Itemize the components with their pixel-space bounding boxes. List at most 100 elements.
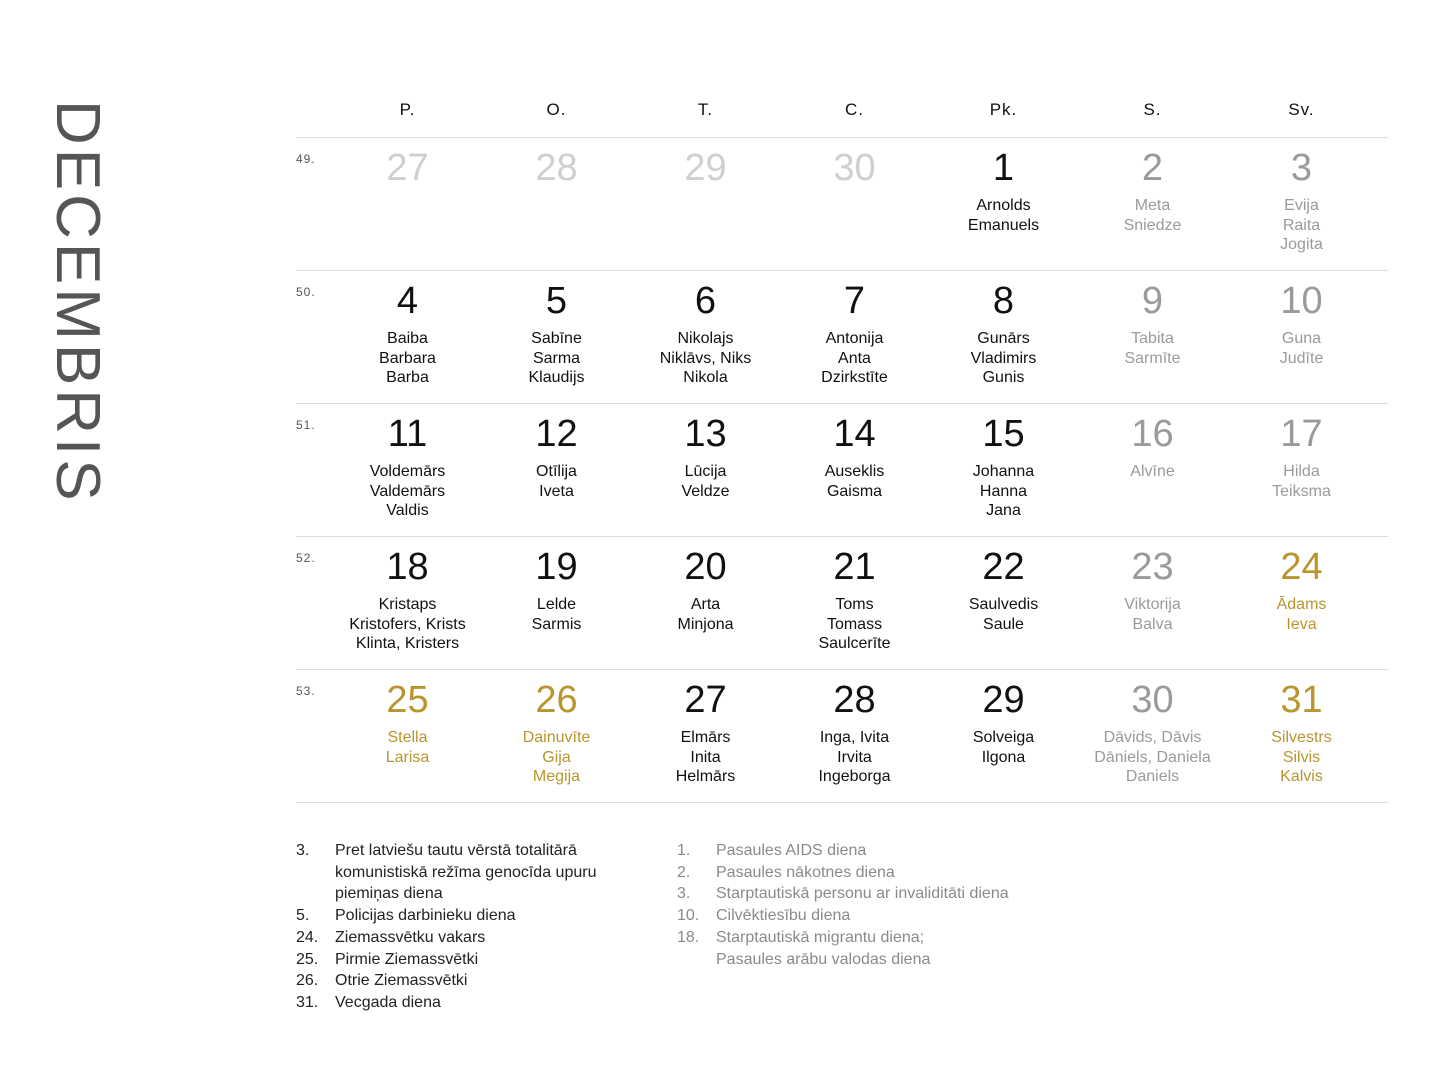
day-number: 31 (1280, 679, 1323, 721)
day-number: 4 (396, 280, 419, 322)
note-text: Pirmie Ziemassvētki (335, 950, 479, 968)
weekday-label: S. (1143, 100, 1162, 119)
name-day: Kalvis (1280, 768, 1323, 785)
name-day: Toms (835, 596, 874, 613)
note-item: 3. Starptautiskā personu ar invaliditāti … (677, 883, 1009, 905)
name-day: Gaisma (826, 482, 883, 500)
name-day: Vladimirs (970, 349, 1037, 367)
day-number: 17 (1280, 413, 1323, 455)
name-day: Saulvedis (968, 596, 1039, 613)
weekday-label: P. (399, 100, 416, 119)
day-number: 18 (386, 546, 429, 588)
name-days: Lelde Sarmis (482, 595, 631, 634)
name-day: Hilda (1283, 463, 1320, 480)
day-cell: 2 Meta Sniedze (1078, 138, 1227, 270)
name-day: Gunārs (977, 330, 1030, 347)
name-days: Auseklis Gaisma (780, 462, 929, 501)
weekday-label: O. (546, 100, 567, 119)
calendar-grid: P. O. T. C. Pk. S. Sv. 49. 27 28 29 30 1 Arnolds Eman… (296, 92, 1388, 803)
day-cell: 29 Solveiga Ilgona (929, 670, 1078, 802)
note-item: 1. Pasaules AIDS diena (677, 840, 1009, 862)
name-day: Voldemārs (369, 463, 446, 480)
day-number: 3 (1290, 147, 1313, 189)
week-number: 53. (296, 684, 316, 698)
day-number: 12 (535, 413, 578, 455)
week-number: 52. (296, 551, 316, 565)
day-cell: 1 Arnolds Emanuels (929, 138, 1078, 270)
weekday-label: C. (845, 100, 864, 119)
name-day: Solveiga (972, 729, 1035, 746)
day-cell: 3 Evija Raita Jogita (1227, 138, 1376, 270)
day-number: 20 (684, 546, 727, 588)
name-day: Sarmīte (1124, 349, 1181, 367)
name-day: Anta (838, 349, 871, 367)
name-days: Gunārs Vladimirs Gunis (929, 329, 1078, 388)
name-day: Kristofers, Krists (349, 615, 466, 633)
name-days: Saulvedis Saule (929, 595, 1078, 634)
note-item: 31. Vecgada diena (296, 992, 635, 1014)
name-day: Nikola (683, 369, 728, 386)
note-item: 25. Pirmie Ziemassvētki (296, 949, 635, 971)
name-day: Valdemārs (369, 482, 446, 500)
name-day: Saulcerīte (818, 635, 891, 652)
note-date: 18. (677, 928, 700, 946)
note-item: 5. Policijas darbinieku diena (296, 905, 635, 927)
note-text: Cilvēktiesību diena (716, 907, 851, 925)
name-day: Otīlija (536, 463, 577, 480)
name-day: Balva (1132, 615, 1173, 633)
note-date: 5. (296, 907, 310, 925)
name-day: Ieva (1286, 615, 1317, 633)
day-cell: 25 Stella Larisa (333, 670, 482, 802)
name-day: Valdis (386, 502, 429, 519)
name-day: Larisa (385, 748, 430, 766)
name-day: Barbara (379, 349, 436, 367)
name-day: Viktorija (1124, 596, 1181, 613)
day-cell: 4 Baiba Barbara Barba (333, 271, 482, 403)
name-day: Sarmis (531, 615, 582, 633)
note-text: Policijas darbinieku diena (335, 907, 516, 925)
name-day: Saule (983, 615, 1024, 633)
week-row: 49. 27 28 29 30 1 Arnolds Emanuels 2 Meta Sniedze 3… (296, 138, 1388, 271)
note-text: Pasaules nākotnes diena (716, 863, 895, 881)
day-cell: 5 Sabīne Sarma Klaudijs (482, 271, 631, 403)
note-item: 2. Pasaules nākotnes diena (677, 862, 1009, 884)
name-day: Ādams (1276, 596, 1327, 613)
observances-list: 1. Pasaules AIDS diena 2. Pasaules nākotnes… (677, 840, 1009, 970)
day-cell: 30 (780, 138, 929, 270)
day-cell: 21 Toms Tomass Saulcerīte (780, 537, 929, 669)
name-day: Elmārs (680, 729, 731, 746)
day-cell: 30 Dāvids, Dāvis Dāniels, Daniela Daniels (1078, 670, 1227, 802)
weekday-label: Sv. (1288, 100, 1315, 119)
note-text: Pasaules AIDS diena (716, 842, 867, 859)
name-day: Guna (1281, 330, 1322, 347)
name-day: Helmārs (675, 768, 736, 785)
name-day: Dzirkstīte (821, 369, 888, 386)
day-cell: 11 Voldemārs Valdemārs Valdis (333, 404, 482, 536)
day-cell: 29 (631, 138, 780, 270)
day-cell: 12 Otīlija Iveta (482, 404, 631, 536)
day-number: 27 (684, 679, 727, 721)
day-cell: 13 Lūcija Veldze (631, 404, 780, 536)
note-date: 10. (677, 907, 700, 925)
name-days: Nikolajs Niklāvs, Niks Nikola (631, 329, 780, 388)
day-number: 24 (1280, 546, 1323, 588)
day-cell: 31 Silvestrs Silvis Kalvis (1227, 670, 1376, 802)
name-day: Lelde (536, 596, 577, 613)
name-day: Veldze (681, 482, 730, 500)
name-days: Alvīne (1078, 462, 1227, 482)
name-day: Arnolds (976, 197, 1031, 214)
note-date: 2. (677, 863, 691, 881)
name-day: Irvita (837, 748, 872, 766)
day-number: 6 (694, 280, 717, 322)
name-day: Daniels (1125, 768, 1180, 785)
day-number: 23 (1131, 546, 1174, 588)
note-text: Starptautiskā personu ar invaliditāti di… (716, 885, 1009, 903)
name-days: Viktorija Balva (1078, 595, 1227, 634)
week-row: 53. 25 Stella Larisa 26 Dainuvīte Gija Megija 27… (296, 670, 1388, 803)
name-day: Klinta, Kristers (355, 635, 460, 652)
day-number: 5 (545, 280, 568, 322)
day-cell: 17 Hilda Teiksma (1227, 404, 1376, 536)
weekday-label: T. (697, 100, 714, 119)
name-days: Voldemārs Valdemārs Valdis (333, 462, 482, 521)
month-title-text: DECEMBRIS (43, 100, 112, 505)
